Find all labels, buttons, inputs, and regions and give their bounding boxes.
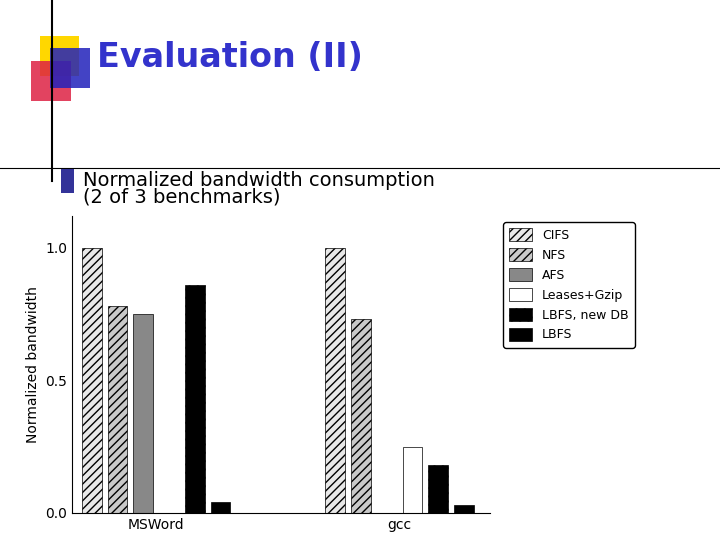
Text: Normalized bandwidth consumption: Normalized bandwidth consumption [83, 172, 435, 191]
Text: Evaluation (II): Evaluation (II) [97, 41, 363, 74]
Bar [133, 314, 153, 513]
Bar [402, 447, 423, 513]
Bar [40, 36, 79, 76]
Bar [185, 285, 204, 513]
Bar [210, 502, 230, 513]
Text: (2 of 3 benchmarks): (2 of 3 benchmarks) [83, 187, 280, 206]
Legend: CIFS, NFS, AFS, Leases+Gzip, LBFS, new DB, LBFS: CIFS, NFS, AFS, Leases+Gzip, LBFS, new D… [503, 222, 634, 348]
Bar [107, 306, 127, 513]
Bar [82, 248, 102, 513]
Bar [325, 248, 345, 513]
Bar [61, 168, 74, 193]
Bar [454, 505, 474, 513]
Bar [31, 60, 71, 100]
Y-axis label: Normalized bandwidth: Normalized bandwidth [26, 286, 40, 443]
Bar [351, 320, 371, 513]
Bar [50, 48, 90, 88]
Bar [428, 465, 448, 513]
